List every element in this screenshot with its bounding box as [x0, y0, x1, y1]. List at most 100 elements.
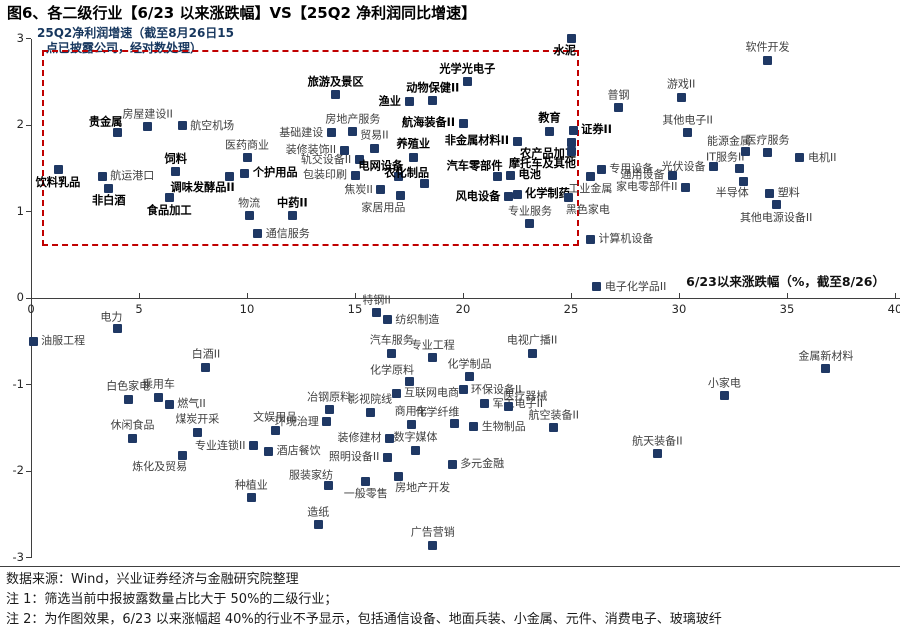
data-point — [585, 171, 595, 181]
data-point — [376, 185, 386, 195]
data-point-label: 房地产开发 — [395, 481, 451, 495]
data-point — [264, 446, 274, 456]
y-tick-label: 3 — [16, 30, 24, 45]
data-point — [419, 179, 429, 189]
data-point-label: 个护用品 — [252, 166, 298, 180]
data-point — [676, 92, 686, 102]
data-point-label: 农化制品 — [384, 166, 430, 180]
data-point-label: 贸易II — [360, 128, 389, 142]
figure-title: 图6、各二级行业【6/23 以来涨跌幅】VS【25Q2 净利润同比增速】 — [7, 4, 477, 22]
data-point — [382, 315, 392, 325]
data-point — [503, 192, 513, 202]
data-point — [493, 172, 503, 182]
data-point — [112, 323, 122, 333]
data-point — [458, 118, 468, 128]
data-point — [382, 452, 392, 462]
data-point-label: 物流 — [238, 196, 261, 210]
data-point — [246, 493, 256, 503]
data-point — [253, 229, 263, 239]
data-point — [287, 211, 297, 221]
data-point-label: 文娱用品 — [253, 410, 298, 424]
y-tick-mark — [26, 38, 31, 40]
data-point-label: 包装印刷 — [303, 168, 347, 182]
data-point-label: 数字媒体 — [393, 430, 438, 444]
data-point — [153, 392, 163, 402]
y-tick-mark — [26, 297, 31, 299]
x-tick-mark — [138, 293, 140, 298]
data-point — [123, 394, 133, 404]
data-point — [143, 122, 153, 132]
data-point-label: 软件开发 — [745, 40, 790, 54]
data-point — [719, 391, 729, 401]
x-tick-label: 0 — [27, 302, 35, 316]
data-point-label: 半导体 — [715, 186, 749, 200]
data-point — [566, 147, 576, 157]
data-point — [244, 211, 254, 221]
data-point — [566, 137, 576, 147]
x-tick-mark — [30, 293, 32, 298]
data-point — [503, 402, 513, 412]
data-point — [128, 433, 138, 443]
data-point-label: 证券II — [581, 123, 612, 137]
data-point-label: 贵金属 — [88, 115, 123, 129]
footnote-1: 注 1：筛选当前中报披露数量占比大于 50%的二级行业； — [6, 592, 338, 608]
data-point — [240, 168, 250, 178]
data-point-label: 白色家电 — [106, 379, 151, 393]
data-point-label: 教育 — [538, 111, 561, 125]
data-point-label: 饮料乳品 — [35, 175, 81, 189]
data-point-label: 光学光电子 — [439, 62, 496, 75]
data-point-label: 通信服务 — [265, 227, 310, 241]
data-point-label: 风电设备 — [455, 189, 501, 203]
y-tick-label: 0 — [16, 290, 24, 304]
x-tick-label: 30 — [671, 302, 687, 316]
data-point-label: 化学纤维 — [415, 405, 460, 419]
data-point-label: 航空装备II — [528, 408, 579, 422]
data-point-label: 家居用品 — [361, 200, 406, 214]
data-point-label: 动物保健II — [406, 81, 460, 95]
data-point — [97, 171, 107, 181]
data-point — [596, 164, 606, 174]
y-tick-mark — [26, 124, 31, 126]
data-point-label: 饲料 — [164, 151, 187, 165]
data-point — [566, 34, 576, 43]
data-point — [385, 433, 395, 443]
x-tick-mark — [570, 293, 572, 298]
data-point — [164, 399, 174, 409]
data-point — [326, 128, 336, 138]
data-point-label: 生物制品 — [481, 420, 526, 434]
data-point — [248, 441, 258, 451]
data-point-label: 焦炭II — [344, 183, 373, 197]
data-point — [192, 427, 202, 437]
data-point-label: 其他电源设备II — [739, 210, 813, 224]
x-tick-mark — [462, 293, 464, 298]
data-point-label: 房地产服务 — [325, 112, 381, 126]
data-point-label: 汽车服务 — [369, 333, 414, 347]
data-point — [171, 167, 181, 177]
data-point — [348, 127, 358, 137]
data-point — [387, 348, 397, 358]
data-point-label: 炼化及贸易 — [132, 460, 188, 474]
y-tick-label: 2 — [16, 117, 24, 131]
data-point-label: 黑色家电 — [565, 202, 610, 216]
data-point-label: 工业金属 — [568, 182, 613, 196]
data-point — [683, 128, 693, 138]
data-point-label: 电网设备 — [358, 159, 404, 173]
y-tick-label: 1 — [16, 203, 24, 218]
data-point-label: 商用车 — [394, 404, 428, 418]
data-point-label: 通用设备 — [620, 168, 665, 182]
data-point-label: 塑料 — [777, 186, 800, 200]
data-point-label: 中药II — [277, 196, 308, 210]
data-point-label: 专用设备 — [609, 162, 654, 176]
data-point — [406, 419, 416, 429]
data-point-label: 装修建材 — [337, 431, 382, 445]
data-point-label: 化学制药 — [525, 187, 570, 201]
data-point-label: 小家电 — [707, 376, 741, 390]
x-tick-mark — [354, 293, 356, 298]
data-point-label: 白酒II — [191, 347, 221, 361]
data-point — [469, 422, 479, 432]
data-point-label: 其他电子II — [662, 113, 713, 127]
data-point — [395, 191, 405, 201]
data-point — [506, 170, 516, 180]
data-point — [428, 96, 438, 106]
x-tick-mark — [894, 293, 896, 298]
